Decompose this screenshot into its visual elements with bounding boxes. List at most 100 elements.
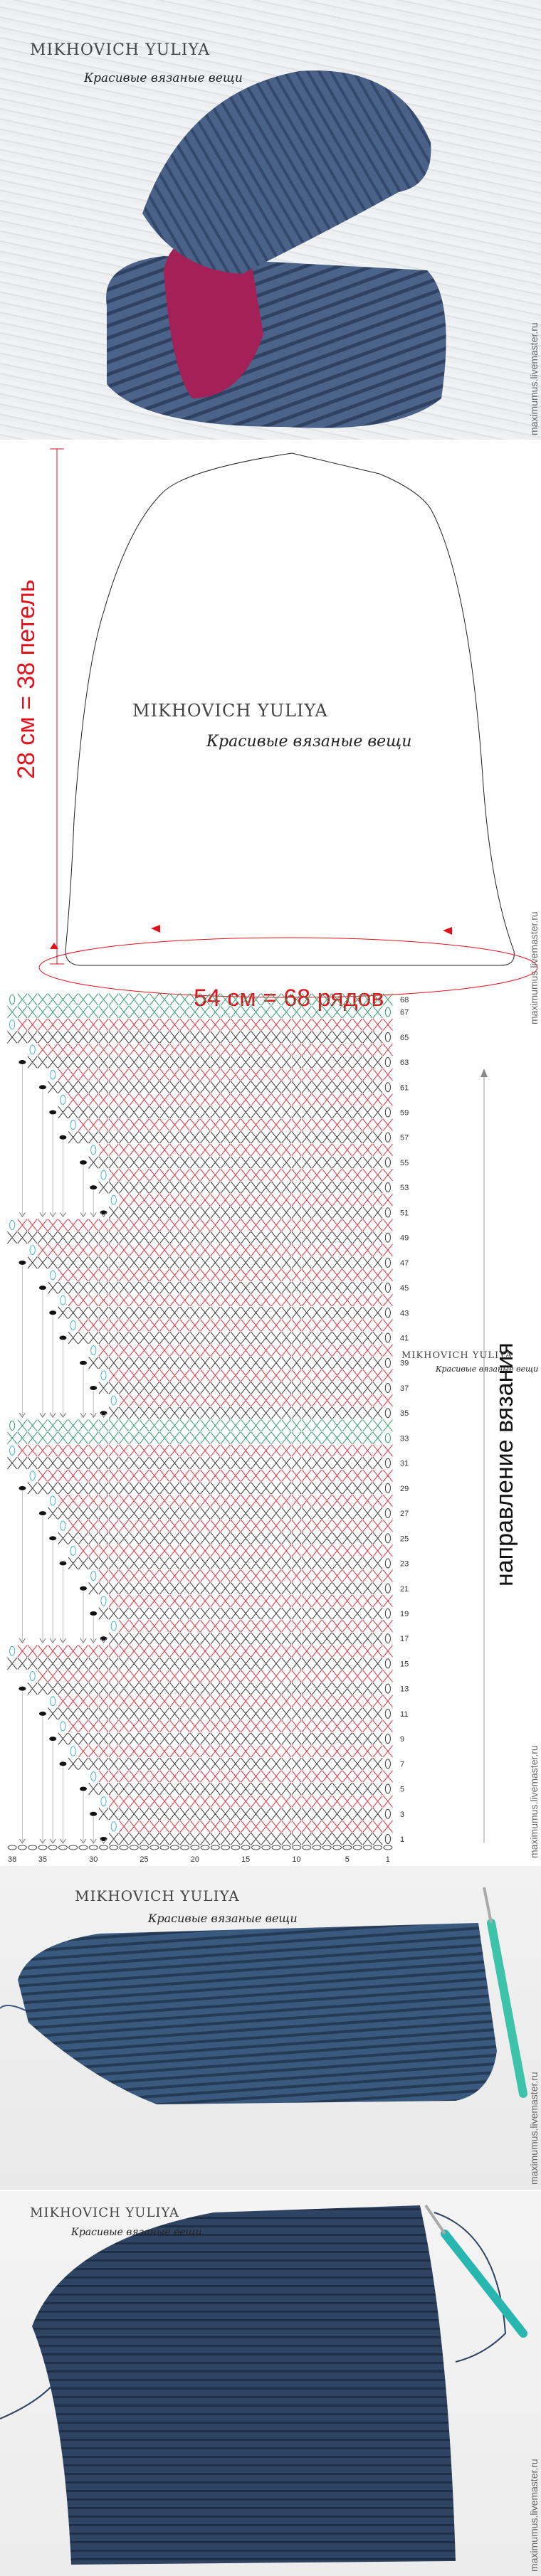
chain-stitch-icon <box>9 1220 16 1231</box>
chain-stitch-icon <box>60 1094 66 1105</box>
foundation-chain-icon <box>149 1845 159 1850</box>
arrow-down-icon <box>80 1638 87 1644</box>
foundation-chain-icon <box>241 1845 251 1850</box>
stitch-row <box>68 1093 393 1106</box>
stitch-row <box>119 1820 393 1833</box>
direction-arrow <box>480 1069 488 1843</box>
stitch-row <box>68 1557 383 1570</box>
stitch-row <box>17 993 393 1006</box>
foundation-chain-icon <box>342 1845 352 1850</box>
crochet-piece-illustration <box>0 1887 527 2104</box>
logo-tagline: Красивые вязаные вещи <box>71 2227 202 2238</box>
column-tick-label: 5 <box>345 1855 350 1864</box>
foundation-chain-icon <box>180 1845 190 1850</box>
progress-photo-1: MIKHOVICH YULIYA Красивые вязаные вещи m… <box>0 1866 541 2190</box>
stitch-row <box>68 1757 383 1770</box>
row-label: 23 <box>400 1560 409 1569</box>
column-tick-label: 10 <box>292 1855 300 1864</box>
chain-stitch-icon <box>9 1019 16 1030</box>
stitch-row <box>108 1168 393 1182</box>
chain-stitch-icon <box>384 1032 391 1042</box>
foundation-chain-icon <box>28 1845 38 1850</box>
hat-schematic <box>38 448 538 998</box>
column-tick-label: 38 <box>8 1855 16 1864</box>
stitch-row <box>58 1695 393 1707</box>
chain-stitch-icon <box>384 1433 391 1443</box>
chain-stitch-icon <box>384 1207 391 1218</box>
arrow-down-icon <box>49 1412 56 1419</box>
chain-stitch-icon <box>60 1295 66 1305</box>
arrow-down-icon <box>80 1412 87 1419</box>
foundation-chain-icon <box>38 1845 48 1850</box>
chain-stitch-icon <box>384 1458 391 1468</box>
chain-stitch-icon <box>100 1370 107 1381</box>
stitch-row <box>78 1118 393 1131</box>
chain-stitch-icon <box>384 1232 391 1243</box>
chain-stitch-icon <box>384 1408 391 1419</box>
row-label: 55 <box>400 1159 409 1167</box>
stitch-row <box>98 1382 383 1394</box>
stitch-row <box>68 1520 393 1532</box>
chain-stitch-icon <box>90 1571 97 1581</box>
stitch-row <box>7 1031 383 1044</box>
stitch-row <box>58 1069 393 1081</box>
stitch-row <box>17 1219 393 1231</box>
arrow-down-icon <box>100 1638 107 1644</box>
stitch-row <box>58 1306 383 1319</box>
progress-photo-2: MIKHOVICH YULIYA Красивые вязаные вещи m… <box>0 2191 541 2576</box>
slip-stitch-icon <box>49 1536 57 1541</box>
stitch-row <box>108 1406 383 1419</box>
arrow-down-icon <box>80 1212 87 1218</box>
slip-stitch-icon <box>49 1737 57 1742</box>
row-label: 59 <box>400 1109 409 1118</box>
hat-and-scarf-illustration <box>106 70 446 428</box>
foundation-chain-icon <box>17 1845 27 1850</box>
row-label: 57 <box>400 1134 409 1143</box>
chain-stitch-icon <box>384 1132 391 1143</box>
arrow-down-icon <box>49 1212 56 1218</box>
arrow-down-icon <box>19 1638 26 1644</box>
watermark: maximumus.livemaster.ru <box>528 322 540 435</box>
chain-stitch-icon <box>50 1495 56 1506</box>
foundation-chain-icon <box>88 1845 98 1850</box>
foundation-chain-icon <box>140 1845 149 1850</box>
stitch-row <box>119 1619 393 1633</box>
chain-stitch-icon <box>70 1545 76 1556</box>
foundation-chain-icon <box>48 1845 58 1850</box>
stitch-row <box>37 1670 393 1682</box>
stitch-row <box>119 1194 393 1207</box>
stitch-row <box>108 1795 393 1808</box>
stitch-row <box>88 1156 383 1169</box>
foundation-chain-icon <box>210 1845 220 1850</box>
arrow-icon <box>151 925 160 933</box>
stitch-row <box>17 1018 393 1031</box>
logo-name: MIKHOVICH YULIYA <box>30 2205 180 2220</box>
knitting-direction-label: направление вязания <box>491 1342 518 1586</box>
row-label: 39 <box>400 1359 409 1368</box>
stitch-row <box>78 1544 393 1557</box>
chain-stitch-icon <box>110 1395 117 1406</box>
slip-stitch-icon <box>38 1511 46 1516</box>
row-label: 67 <box>400 1009 409 1017</box>
row-label: 63 <box>400 1059 409 1067</box>
slip-stitch-icon <box>38 1085 46 1090</box>
slip-stitch-icon <box>49 1310 57 1315</box>
arrow-down-icon <box>39 1212 46 1218</box>
stitch-row <box>98 1808 383 1820</box>
chain-stitch-icon <box>110 1194 117 1205</box>
stitch-row <box>98 1770 393 1783</box>
chain-stitch-icon <box>384 1483 391 1493</box>
row-label: 45 <box>400 1284 409 1293</box>
chain-stitch-icon <box>9 1446 16 1456</box>
arrow-down-icon <box>90 1212 97 1218</box>
chain-stitch-icon <box>384 1007 391 1017</box>
foundation-chain-icon <box>373 1845 383 1850</box>
slip-stitch-icon <box>19 1485 26 1490</box>
row-label: 1 <box>400 1835 404 1844</box>
chain-stitch-icon <box>384 1834 391 1844</box>
stitch-row <box>58 1268 393 1282</box>
stitch-row <box>7 1457 383 1470</box>
watermark: maximumus.livemaster.ru <box>528 1745 540 1858</box>
foundation-chain-icon <box>322 1845 332 1850</box>
arrow-up-icon <box>480 1069 488 1077</box>
